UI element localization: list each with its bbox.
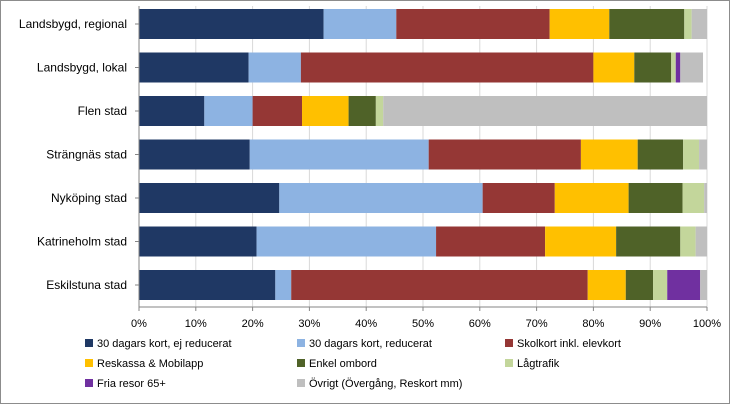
x-tick-label: 10% [185,318,207,330]
bar-segment [625,270,654,300]
legend-swatch [505,359,513,367]
category-label: Flen stad [78,104,127,118]
bar-segment [248,52,301,83]
bar-segment [587,270,626,300]
x-tick-label: 0% [131,318,147,330]
bar-segment [383,96,707,126]
bar-segment [375,96,384,126]
bar-segment [279,183,483,213]
bar-segment [680,52,704,83]
bar-segment [634,52,672,83]
legend-label: Skolkort inkl. elevkort [517,338,621,350]
bar-segment [139,9,324,39]
bar-segment [549,9,610,39]
bar-segment [249,139,429,170]
category-label: Landsbygd, regional [19,17,127,31]
x-tick-label: 40% [355,318,377,330]
bar-segment [252,96,303,126]
legend-label: Lågtrafik [517,358,560,370]
legend-swatch [85,359,93,367]
bar-segment [396,9,550,39]
bar-segment [700,270,707,300]
legend-swatch [85,379,93,387]
legend-label: Enkel ombord [309,358,377,370]
bar-segment [204,96,253,126]
bar-segment [667,270,701,300]
bar-segment [348,96,376,126]
legend-label: Reskassa & Mobilapp [97,358,203,370]
bar-segment [695,226,707,257]
x-tick-label: 30% [298,318,320,330]
bar-segment [684,9,692,39]
bar-segment [704,183,707,213]
bar-segment [616,226,681,257]
legend-label: 30 dagars kort, reducerat [309,338,432,350]
x-tick-label: 80% [582,318,604,330]
bar-segment [139,226,257,257]
bar-segment [256,226,437,257]
category-label: Landsbygd, lokal [37,61,127,75]
bar-segment [682,183,705,213]
bar-segment [275,270,292,300]
x-tick-label: 90% [639,318,661,330]
x-tick-label: 70% [526,318,548,330]
legend-label: Övrigt (Övergång, Reskort mm) [309,378,462,390]
bar-segment [323,9,397,39]
bar-segment [680,226,696,257]
x-tick-label: 60% [469,318,491,330]
bar-segment [428,139,581,170]
bars [139,9,707,300]
legend-label: 30 dagars kort, ej reducerat [97,338,232,350]
legend-swatch [297,379,305,387]
category-label: Strängnäs stad [46,148,127,162]
category-label: Nyköping stad [51,191,127,205]
bar-segment [291,270,588,300]
bar-segment [593,52,635,83]
bar-segment [691,9,707,39]
bar-segment [671,52,676,83]
bar-segment [637,139,684,170]
bar-segment [628,183,683,213]
bar-segment [139,96,205,126]
x-tick-label: 100% [693,318,721,330]
legend: 30 dagars kort, ej reducerat 30 dagars ko… [85,338,621,390]
legend-swatch [297,359,305,367]
legend-swatch [85,339,93,347]
bar-segment [139,183,280,213]
bar-segment [653,270,668,300]
bar-segment [683,139,700,170]
bar-segment [139,139,250,170]
legend-swatch [505,339,513,347]
bar-segment [699,139,707,170]
bar-segment [139,52,249,83]
bar-segment [139,270,276,300]
category-label: Katrineholm stad [37,235,127,249]
legend-label: Fria resor 65+ [97,378,166,390]
x-tick-label: 50% [412,318,434,330]
legend-swatch [297,339,305,347]
category-label: Eskilstuna stad [46,278,127,292]
bar-segment [545,226,617,257]
bar-segment [300,52,594,83]
axes: 0% 10% 20% 30% 40% 50% 60% 70% 80% 90% 100% Landsby… [19,6,721,330]
bar-segment [302,96,349,126]
bar-segment [554,183,629,213]
bar-segment [675,52,681,83]
bar-segment [580,139,638,170]
bar-segment [609,9,685,39]
bar-segment [436,226,546,257]
bar-segment [482,183,555,213]
x-tick-label: 20% [242,318,264,330]
